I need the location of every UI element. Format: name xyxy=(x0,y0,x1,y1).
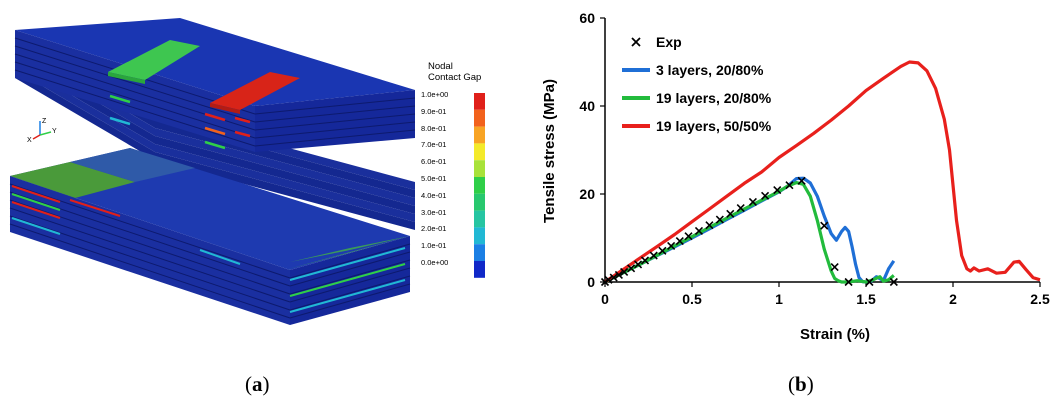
legend-value-label: 8.0e-01 xyxy=(421,123,447,133)
series-line-3 xyxy=(604,60,1041,284)
legend-swatch xyxy=(474,227,485,245)
exp-marker xyxy=(820,221,829,230)
legend-value-label: 2.0e-01 xyxy=(421,224,447,234)
upper-laminate-stack xyxy=(14,18,416,230)
axis-y-label: Y xyxy=(52,128,57,135)
legend-swatch xyxy=(474,244,485,261)
exp-marker xyxy=(715,215,724,224)
legend-label: 19 layers, 20/80% xyxy=(656,90,772,106)
legend-item: 3 layers, 20/80% xyxy=(622,62,764,78)
exp-marker xyxy=(627,264,636,273)
exp-marker xyxy=(609,273,618,282)
exp-marker xyxy=(889,277,898,287)
legend-title-line2: Contact Gap xyxy=(428,72,482,83)
y-tick-label: 40 xyxy=(579,98,595,114)
exp-marker xyxy=(736,204,745,213)
x-tick-label: 1.5 xyxy=(856,291,876,307)
exp-marker xyxy=(726,209,735,218)
exp-marker xyxy=(797,176,806,185)
legend-label: Exp xyxy=(656,34,682,50)
x-tick-label: 0 xyxy=(601,291,609,307)
legend-value-label: 4.0e-01 xyxy=(421,190,447,200)
contact-gap-color-legend xyxy=(474,93,485,278)
exp-marker xyxy=(675,237,684,246)
axis-z-label: Z xyxy=(42,118,47,125)
fe-model-illustration: Z Y X xyxy=(9,18,485,325)
legend-item: 19 layers, 50/50% xyxy=(622,118,772,134)
series-line-1 xyxy=(604,176,896,284)
exp-marker xyxy=(830,262,839,272)
exp-marker xyxy=(620,267,629,276)
lower-laminate-stack xyxy=(9,148,411,325)
y-tick-label: 0 xyxy=(587,274,595,290)
legend-title-line1: Nodal xyxy=(428,61,453,72)
legend-value-label: 0.0e+00 xyxy=(421,258,449,267)
legend-value-label: 3.0e-01 xyxy=(421,207,447,217)
x-tick-label: 2 xyxy=(949,291,957,307)
chart-axes: 0 0.5 1 1.5 2 2.5 0 20 40 60 xyxy=(579,10,1050,307)
exp-marker xyxy=(761,191,770,200)
legend-label: 19 layers, 50/50% xyxy=(656,118,772,134)
caption-b: (b) xyxy=(788,372,814,396)
legend-item: 19 layers, 20/80% xyxy=(622,90,772,106)
panel-a-fe-model: Z Y X xyxy=(9,18,485,396)
exp-marker xyxy=(748,197,757,206)
exp-marker xyxy=(649,251,658,260)
exp-marker xyxy=(667,241,676,250)
exp-marker xyxy=(633,260,643,269)
legend-swatch xyxy=(474,109,485,127)
exp-marker xyxy=(705,221,714,230)
legend-value-label: 1.0e+00 xyxy=(421,90,449,99)
legend-swatch xyxy=(474,126,485,144)
legend-item: Exp xyxy=(631,34,682,50)
legend-value-label: 5.0e-01 xyxy=(421,174,447,183)
legend-value-label: 7.0e-01 xyxy=(421,140,447,150)
x-tick-label: 0.5 xyxy=(682,291,702,307)
legend-swatch xyxy=(474,93,485,110)
legend-value-label: 6.0e-01 xyxy=(421,157,447,167)
caption-a: (a) xyxy=(245,372,270,396)
exp-marker xyxy=(614,270,623,280)
legend-swatch xyxy=(474,177,485,194)
exp-marker xyxy=(640,256,650,265)
legend-title: Nodal Contact Gap xyxy=(428,61,481,83)
exp-marker xyxy=(773,185,782,195)
y-tick-label: 60 xyxy=(579,10,595,26)
legend-value-label: 1.0e-01 xyxy=(421,241,447,251)
legend-swatch xyxy=(474,210,485,228)
exp-marker xyxy=(658,246,667,255)
exp-marker xyxy=(684,232,693,241)
legend-label: 3 layers, 20/80% xyxy=(656,62,764,78)
chart-legend: Exp 3 layers, 20/80% 19 layers, 20/80% 19 l… xyxy=(622,34,772,134)
x-tick-label: 1 xyxy=(775,291,783,307)
legend-swatch xyxy=(474,261,485,278)
x-axis-label: Strain (%) xyxy=(800,326,870,343)
axis-x-label: X xyxy=(27,137,32,144)
exp-marker xyxy=(865,277,874,287)
series-line-2 xyxy=(604,181,895,284)
exp-marker xyxy=(694,226,704,236)
y-axis-label: Tensile stress (MPa) xyxy=(541,79,558,223)
panel-b-chart: 0 0.5 1 1.5 2 2.5 0 20 40 60 Exp 3 layers, 20/80% 1… xyxy=(530,0,1056,405)
exp-marker xyxy=(604,275,613,284)
x-tick-label: 2.5 xyxy=(1030,291,1050,307)
legend-swatch xyxy=(474,143,485,161)
legend-value-label: 9.0e-01 xyxy=(421,106,447,116)
chart-series xyxy=(600,60,1041,287)
axis-triad-icon: Z Y X xyxy=(27,118,57,144)
y-tick-label: 20 xyxy=(579,186,595,202)
legend-swatch xyxy=(474,160,485,177)
legend-swatch xyxy=(474,193,485,211)
exp-marker xyxy=(785,181,794,190)
stress-strain-chart: 0 0.5 1 1.5 2 2.5 0 20 40 60 Exp 3 layers, 20/80% 1… xyxy=(541,10,1050,343)
exp-marker xyxy=(844,277,853,287)
legend-marker-stroke xyxy=(631,37,641,47)
